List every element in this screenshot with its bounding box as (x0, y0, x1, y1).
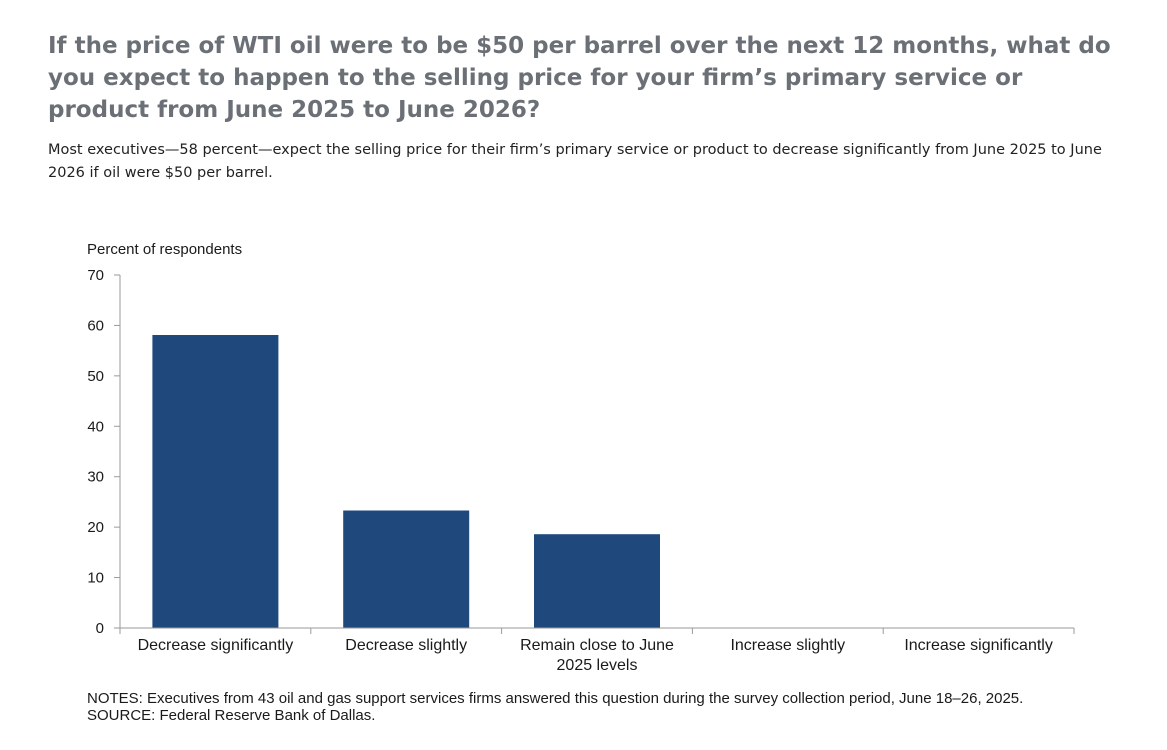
bars (152, 335, 660, 628)
y-axis: 0 10 20 30 40 50 60 70 (87, 267, 121, 637)
x-tick-label: Remain close to June (520, 637, 674, 654)
source-text: SOURCE: Federal Reserve Bank of Dallas. (87, 707, 376, 724)
x-axis: Decrease significantly Decrease slightly R… (119, 627, 1075, 674)
y-tick-label: 40 (87, 418, 104, 435)
y-tick-label: 50 (87, 368, 104, 385)
x-tick-label: 2025 levels (557, 657, 638, 674)
y-tick-label: 10 (87, 570, 104, 587)
y-tick-label: 20 (87, 519, 104, 536)
chart-subtitle: Most executives—58 percent—expect the se… (48, 142, 1102, 181)
y-tick-label: 70 (87, 267, 104, 284)
x-tick-label: Increase slightly (730, 637, 845, 654)
bar-chart: Percent of respondents 0 10 20 30 40 50 60 70 D… (87, 241, 1075, 674)
y-tick-label: 0 (96, 620, 104, 637)
x-tick-label: Increase significantly (904, 637, 1053, 654)
footnotes: NOTES: Executives from 43 oil and gas su… (87, 690, 1107, 724)
y-axis-label: Percent of respondents (87, 241, 242, 258)
bar (343, 510, 470, 628)
y-tick-label: 30 (87, 469, 104, 486)
bar (534, 534, 660, 628)
y-tick-label: 60 (87, 317, 104, 334)
x-tick-label: Decrease significantly (138, 637, 294, 654)
notes-text: NOTES: Executives from 43 oil and gas su… (87, 690, 1024, 707)
bar (152, 335, 279, 628)
x-tick-label: Decrease slightly (345, 637, 467, 654)
chart-title: If the price of WTI oil were to be $50 p… (48, 33, 1111, 123)
